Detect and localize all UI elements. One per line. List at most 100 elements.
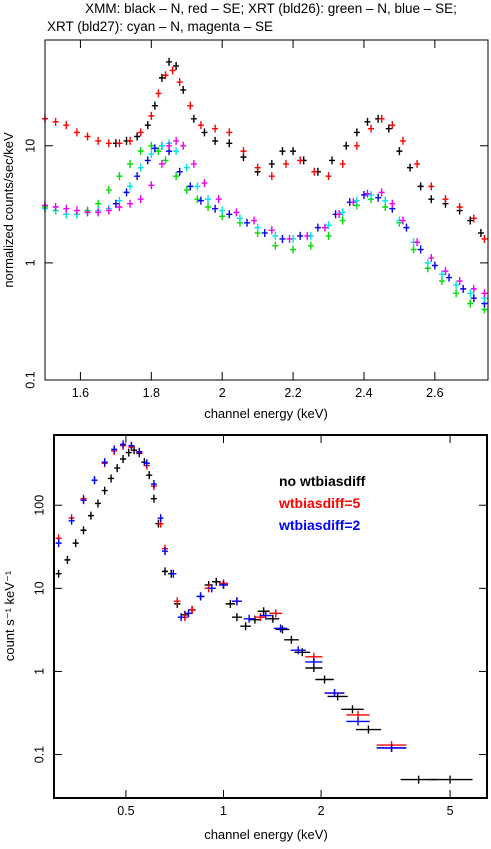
data-point [376,743,407,752]
data-point [446,273,453,282]
x-tick-label: 2.4 [355,386,372,400]
data-point [127,199,134,208]
data-point [243,614,255,623]
data-point [442,195,449,204]
bottom-y-axis-label: count s⁻¹ keV⁻¹ [2,570,17,661]
data-point [180,141,187,150]
data-point [254,613,267,622]
data-point [470,284,477,293]
data-point [327,692,348,701]
data-point [161,547,168,556]
data-point [428,254,435,263]
data-point [481,234,488,243]
data-point [194,195,201,204]
data-point [236,214,243,223]
data-point [151,101,158,110]
data-point [180,85,187,94]
data-point [396,147,403,156]
data-point [166,141,173,150]
data-point [187,182,194,191]
data-point [453,280,460,289]
data-point [272,231,279,240]
data-point [467,216,474,225]
data-point [410,245,417,254]
data-point [212,204,219,213]
series-3 [112,141,488,308]
data-point [212,124,219,133]
top-plot-area: 1.6 1.8 2 2.2 2.4 2.6 0.1 1 10 [23,40,488,400]
data-point [173,61,180,70]
data-point [254,163,261,172]
y-tick-label: 0.1 [23,371,37,388]
data-point [95,199,102,208]
data-point [150,480,157,489]
data-point [127,182,134,191]
data-point [55,569,62,578]
data-point [158,141,165,150]
data-point [355,725,382,734]
top-title-line-1: XMM: black – N, red – SE; XRT (bld26): g… [85,1,457,16]
series-2 [55,440,407,752]
data-point [205,203,212,212]
data-point [127,159,134,168]
data-point [453,289,460,298]
data-point [325,172,332,181]
series-2 [42,141,488,314]
data-point [399,216,406,225]
data-point [407,163,414,172]
data-point [467,289,474,298]
data-point [477,228,484,237]
data-point [177,613,185,622]
data-point [329,156,336,165]
data-point [134,172,141,181]
data-point [190,159,197,168]
y-tick-label: 1 [32,668,46,675]
data-point [95,208,102,217]
series-5 [42,136,488,298]
data-point [183,163,190,172]
data-point [170,569,177,578]
series-1 [42,66,488,243]
data-point [240,622,251,631]
bottom-plot-area: 0.5 1 2 5 0.1 1 10 100 [32,435,487,818]
data-point [341,705,364,714]
top-y-axis-label: normalized counts/sec/keV [1,132,16,288]
data-point [218,580,228,589]
data-point [339,159,346,168]
x-tick-label: 2.6 [426,386,443,400]
y-tick-label: 0.1 [32,746,46,763]
bottom-plot-frame [53,434,488,799]
y-tick-label: 10 [23,139,37,153]
data-point [174,597,181,606]
data-point [150,494,157,503]
top-chart: XMM: black – N, red – SE; XRT (bld26): g… [1,1,489,421]
data-point [346,717,370,726]
data-point [325,221,332,230]
data-point [279,147,286,156]
x-tick-label: 2 [318,804,325,818]
data-point [114,464,121,473]
data-point [438,270,445,279]
data-point [290,245,297,254]
data-point [231,597,242,606]
data-point [385,124,392,133]
data-point [378,188,385,197]
data-point [185,609,193,618]
data-point [428,195,435,204]
y-tick-label: 1 [23,259,37,266]
data-point [212,136,219,145]
data-point [431,261,438,270]
y-tick-label: 10 [32,581,46,595]
data-point [201,179,208,188]
data-point [324,689,345,698]
data-point [148,150,155,159]
legend-entry-wtbiasdiff-5: wtbiasdiff=5 [278,495,361,511]
data-point [321,223,328,232]
data-point [176,167,183,176]
data-point [137,147,144,156]
data-point [155,147,162,156]
data-point [166,57,173,66]
data-point [111,445,118,454]
data-point [188,605,196,614]
